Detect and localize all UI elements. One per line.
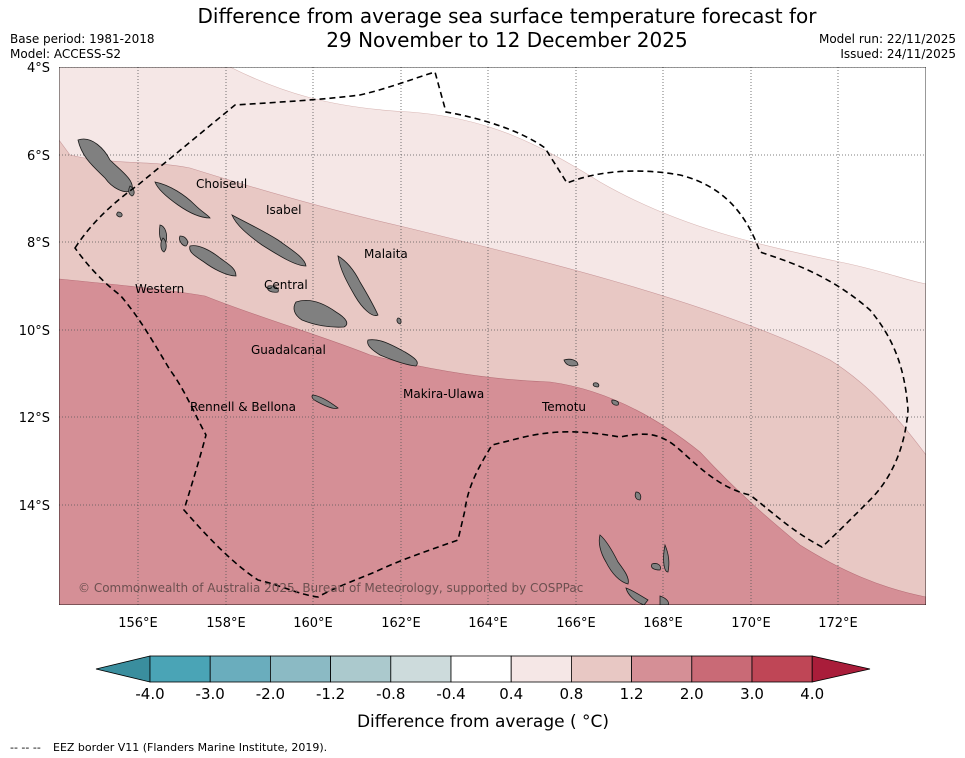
lat-label-10s: 10°S: [19, 324, 50, 339]
colorbar-tick-label: -3.0: [196, 685, 225, 703]
lon-label-170e: 170°E: [731, 616, 771, 631]
graticule: [59, 67, 926, 605]
anomaly-band-1-2-to-2-0: [59, 278, 926, 605]
province-label-western: Western: [135, 282, 184, 296]
province-label-isabel: Isabel: [266, 203, 301, 217]
colorbar-segment: [149, 655, 211, 683]
colorbar-segment: [269, 655, 331, 683]
longitude-labels: 156°E 158°E 160°E 162°E 164°E 166°E 168°…: [118, 616, 858, 631]
province-label-guadalcanal: Guadalcanal: [251, 343, 326, 357]
colorbar-tick-label: 3.0: [740, 685, 764, 703]
lat-label-8s: 8°S: [27, 236, 50, 251]
latitude-labels: 4°S 6°S 8°S 10°S 12°S 14°S: [19, 61, 50, 514]
lon-label-172e: 172°E: [818, 616, 858, 631]
province-label-central: Central: [264, 278, 308, 292]
colorbar-segment: [390, 655, 452, 683]
model-name: Model: ACCESS-S2: [10, 47, 122, 61]
lon-label-164e: 164°E: [468, 616, 508, 631]
eez-legend-text: EEZ border V11 (Flanders Marine Institut…: [53, 741, 327, 754]
colorbar-tick-label: -2.0: [256, 685, 285, 703]
colorbar-segment: [209, 655, 271, 683]
colorbar-extend-high: [811, 655, 871, 683]
lon-label-166e: 166°E: [556, 616, 596, 631]
colorbar-tick-label: -0.4: [436, 685, 465, 703]
lon-label-168e: 168°E: [643, 616, 683, 631]
colorbar-tick-label: 2.0: [680, 685, 704, 703]
province-label-makira-ulawa: Makira-Ulawa: [403, 387, 484, 401]
lon-label-156e: 156°E: [118, 616, 158, 631]
issued-date: Issued: 24/11/2025: [840, 47, 956, 61]
lon-label-162e: 162°E: [381, 616, 421, 631]
colorbar-tick-label: 1.2: [620, 685, 644, 703]
colorbar-label: Difference from average ( °C): [357, 712, 609, 732]
land-islands: [77, 138, 670, 605]
lat-label-4s: 4°S: [27, 61, 50, 76]
colorbar-extend-low: [95, 655, 151, 683]
title-line-1: Difference from average sea surface temp…: [197, 4, 817, 28]
lat-label-12s: 12°S: [19, 411, 50, 426]
base-period: Base period: 1981-2018: [10, 32, 155, 46]
lat-label-6s: 6°S: [27, 149, 50, 164]
colorbar-segment: [450, 655, 512, 683]
colorbar-tick-label: -0.8: [376, 685, 405, 703]
colorbar-segment: [510, 655, 572, 683]
province-label-choiseul: Choiseul: [196, 177, 247, 191]
colorbar-tick-label: 0.4: [499, 685, 523, 703]
lon-label-158e: 158°E: [206, 616, 246, 631]
province-label-temotu: Temotu: [541, 400, 586, 414]
copyright-notice: © Commonwealth of Australia 2025, Bureau…: [78, 581, 583, 595]
province-labels: Choiseul Isabel Malaita Western Central …: [135, 177, 586, 414]
province-label-malaita: Malaita: [364, 247, 408, 261]
colorbar-tick-label: 0.8: [559, 685, 583, 703]
colorbar-segment: [330, 655, 392, 683]
colorbar-tick-label: -4.0: [135, 685, 164, 703]
title-line-2: 29 November to 12 December 2025: [326, 28, 688, 52]
lat-label-14s: 14°S: [19, 499, 50, 514]
model-run: Model run: 22/11/2025: [818, 32, 956, 46]
map-area: [59, 67, 926, 605]
colorbar-segment: [631, 655, 693, 683]
colorbar-tick-label: -1.2: [316, 685, 345, 703]
colorbar: -4.0 -3.0 -2.0 -1.2 -0.8 -0.4 0.4 0.8 1.2 2.0 3.0 4…: [95, 655, 871, 703]
lon-label-160e: 160°E: [293, 616, 333, 631]
colorbar-tick-label: 4.0: [800, 685, 824, 703]
colorbar-segment: [691, 655, 753, 683]
eez-border: [74, 70, 909, 598]
eez-legend-dash: -- -- --: [10, 741, 41, 754]
colorbar-segment: [751, 655, 813, 683]
colorbar-segment: [571, 655, 633, 683]
province-label-rennell-bellona: Rennell & Bellona: [190, 400, 296, 414]
